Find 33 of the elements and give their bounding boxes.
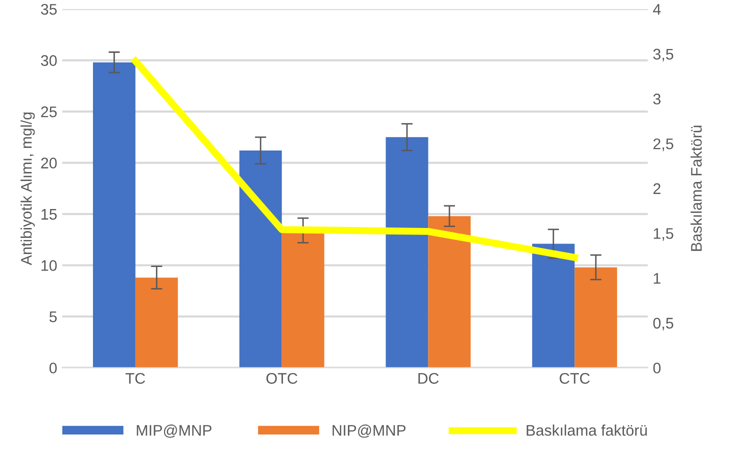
bar xyxy=(428,216,471,368)
x-tick-label: CTC xyxy=(560,373,590,384)
y2-tick-label: 0,5 xyxy=(653,318,674,330)
y2-tick-label: 1,5 xyxy=(654,228,674,241)
x-tick-label: OTC xyxy=(266,373,298,384)
y2-tick-label: 3,5 xyxy=(653,48,674,62)
y-tick-label: 0 xyxy=(49,362,57,374)
y-tick-label: 10 xyxy=(42,260,57,271)
bar xyxy=(92,62,136,368)
bar xyxy=(239,150,282,368)
y-tick-label: 15 xyxy=(42,209,57,220)
bar xyxy=(532,244,575,368)
bar xyxy=(386,137,428,368)
y2-tick-label: 4 xyxy=(653,4,661,15)
legend-label: Baskılama faktörü xyxy=(526,424,647,436)
y2-tick-label: 0 xyxy=(653,362,661,374)
y-tick-label: 35 xyxy=(40,4,57,15)
y2-tick-label: 1 xyxy=(654,273,660,284)
x-tick-label: TC xyxy=(126,373,146,384)
y-axis-title: Antibiyotik Alımı, mgl/g xyxy=(20,112,35,266)
y2-tick-label: 2,5 xyxy=(653,138,674,152)
y-tick-label: 25 xyxy=(41,106,57,118)
y2-axis-title: Baskılama Faktörü xyxy=(690,126,702,251)
y-tick-label: 20 xyxy=(41,158,57,168)
x-tick-label: DC xyxy=(418,373,439,384)
y-tick-label: 30 xyxy=(40,55,57,66)
y2-tick-label: 3 xyxy=(653,94,661,104)
legend-label: NIP@MNP xyxy=(332,424,406,438)
legend-label: MIP@MNP xyxy=(136,424,212,438)
y2-tick-label: 2 xyxy=(653,183,660,194)
y-tick-label: 5 xyxy=(49,312,57,322)
bar xyxy=(574,267,618,368)
bar xyxy=(135,278,178,368)
